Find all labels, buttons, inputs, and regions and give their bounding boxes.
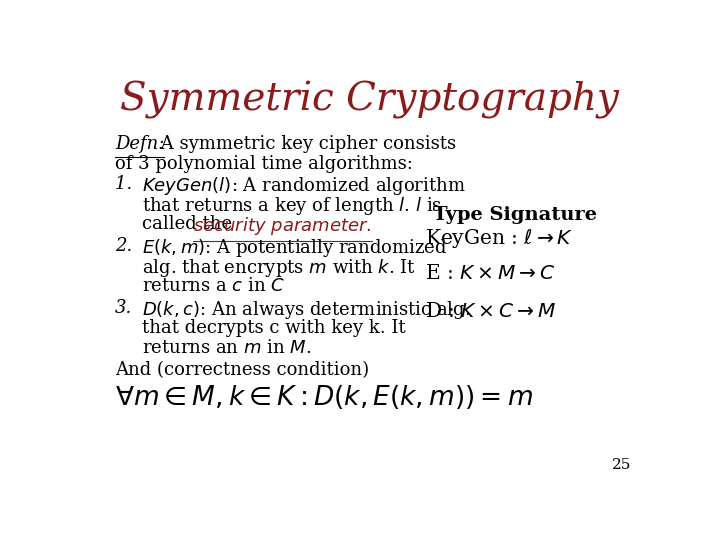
- Text: 3.: 3.: [115, 299, 132, 318]
- Text: E : $K \times M \rightarrow C$: E : $K \times M \rightarrow C$: [425, 265, 555, 284]
- Text: D : $K \times C \rightarrow M$: D : $K \times C \rightarrow M$: [425, 302, 556, 321]
- Text: $\it{KeyGen(l)}$: A randomized algorithm: $\it{KeyGen(l)}$: A randomized algorithm: [142, 176, 466, 198]
- Text: $\it{security\ parameter.}$: $\it{security\ parameter.}$: [193, 215, 372, 237]
- Text: of 3 polynomial time algorithms:: of 3 polynomial time algorithms:: [115, 156, 413, 173]
- Text: that returns a key of length $\it{l}$. $\it{l}$ is: that returns a key of length $\it{l}$. $…: [142, 195, 442, 218]
- Text: And (correctness condition): And (correctness condition): [115, 361, 369, 379]
- Text: $\it{D(k,c)}$: An always deterministic alg.: $\it{D(k,c)}$: An always deterministic a…: [142, 299, 470, 321]
- Text: that decrypts c with key k. It: that decrypts c with key k. It: [142, 319, 405, 338]
- Text: $\it{E(k,m)}$: A potentially randomized: $\it{E(k,m)}$: A potentially randomized: [142, 238, 447, 259]
- Text: returns a $\it{c}$ in $\it{C}$: returns a $\it{c}$ in $\it{C}$: [142, 277, 285, 295]
- Text: Type Signature: Type Signature: [433, 206, 597, 224]
- Text: $\forall m \in M, k \in K : D(k, E(k, m)) = m$: $\forall m \in M, k \in K : D(k, E(k, m)…: [115, 383, 533, 411]
- Text: 2.: 2.: [115, 238, 132, 255]
- Text: called the: called the: [142, 215, 238, 233]
- Text: KeyGen : $\ell \rightarrow K$: KeyGen : $\ell \rightarrow K$: [425, 227, 573, 250]
- Text: 25: 25: [612, 458, 631, 472]
- Text: Symmetric Cryptography: Symmetric Cryptography: [120, 82, 618, 119]
- Text: 1.: 1.: [115, 176, 156, 193]
- Text: returns an $\it{m}$ in $\it{M}$.: returns an $\it{m}$ in $\it{M}$.: [142, 339, 311, 357]
- Text: alg. that encrypts $\it{m}$ with $\it{k}$. It: alg. that encrypts $\it{m}$ with $\it{k}…: [142, 258, 415, 279]
- Text: Defn:: Defn:: [115, 136, 164, 153]
- Text: A symmetric key cipher consists: A symmetric key cipher consists: [156, 136, 456, 153]
